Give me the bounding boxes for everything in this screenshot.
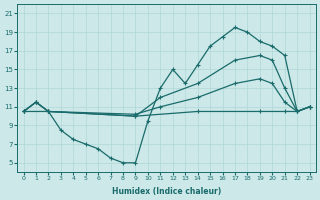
X-axis label: Humidex (Indice chaleur): Humidex (Indice chaleur) bbox=[112, 187, 221, 196]
